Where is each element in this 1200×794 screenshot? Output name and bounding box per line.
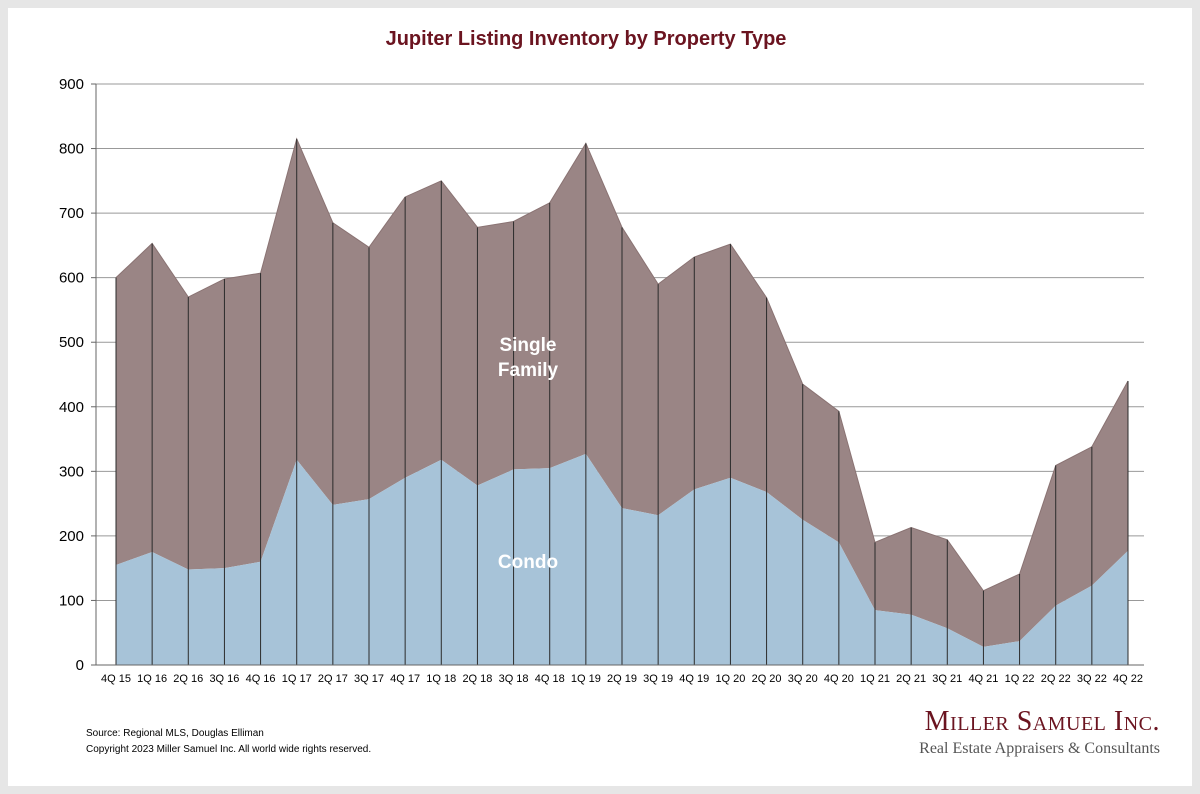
y-tick-label: 200	[59, 528, 84, 545]
x-tick-label: 2Q 16	[173, 673, 203, 685]
x-tick-label: 2Q 22	[1041, 673, 1071, 685]
x-tick-label: 4Q 21	[968, 673, 998, 685]
total-outline	[115, 137, 1129, 592]
axes	[91, 83, 1144, 666]
y-tick-label: 500	[59, 334, 84, 351]
x-tick-label: 3Q 22	[1077, 673, 1107, 685]
chart-title: Jupiter Listing Inventory by Property Ty…	[385, 28, 787, 50]
x-tick-label: 4Q 15	[101, 673, 131, 685]
x-tick-label: 1Q 16	[137, 673, 167, 685]
y-tick-label: 0	[76, 657, 84, 674]
brand-logo: Miller Samuel Inc. Real Estate Appraiser…	[919, 706, 1160, 758]
x-tick-label: 1Q 18	[426, 673, 456, 685]
x-tick-label: 3Q 19	[643, 673, 673, 685]
x-tick-label: 3Q 17	[354, 673, 384, 685]
y-tick-label: 600	[59, 270, 84, 287]
y-tick-label: 400	[59, 399, 84, 416]
x-tick-label: 3Q 21	[932, 673, 962, 685]
y-tick-label: 900	[59, 76, 84, 93]
brand-tagline: Real Estate Appraisers & Consultants	[919, 740, 1160, 757]
x-tick-label: 4Q 17	[390, 673, 420, 685]
series-label-condo: Condo	[498, 552, 558, 573]
x-tick-label: 2Q 20	[752, 673, 782, 685]
x-tick-label: 4Q 22	[1113, 673, 1143, 685]
x-tick-label: 3Q 18	[499, 673, 529, 685]
x-tick-label: 3Q 20	[788, 673, 818, 685]
x-tick-label: 1Q 19	[571, 673, 601, 685]
series-label-single-family-line2: Family	[498, 360, 559, 381]
x-tick-label: 1Q 22	[1005, 673, 1035, 685]
source-note: Source: Regional MLS, Douglas Elliman	[86, 728, 264, 739]
brand-name: Miller Samuel Inc.	[924, 706, 1160, 737]
x-tick-label: 1Q 17	[282, 673, 312, 685]
x-tick-label: 2Q 18	[462, 673, 492, 685]
x-tick-label: 3Q 16	[209, 673, 239, 685]
x-tick-label: 2Q 19	[607, 673, 637, 685]
x-tick-label: 1Q 21	[860, 673, 890, 685]
vertical-lines	[115, 138, 1129, 665]
x-tick-label: 1Q 20	[715, 673, 745, 685]
x-tick-label: 4Q 19	[679, 673, 709, 685]
area-labels: Single Family Condo	[498, 335, 559, 573]
x-tick-label: 4Q 20	[824, 673, 854, 685]
series-label-single-family-line1: Single	[499, 335, 556, 356]
y-tick-label: 800	[59, 141, 84, 158]
x-tick-label: 2Q 21	[896, 673, 926, 685]
y-tick-labels: 0 100 200 300 400 500 600 700 800 900	[59, 76, 84, 674]
x-tick-labels: 4Q 15 1Q 16 2Q 16 3Q 16 4Q 16 1Q 17 2Q 17 3Q 17…	[101, 673, 1143, 685]
y-tick-label: 100	[59, 592, 84, 609]
y-tick-label: 300	[59, 463, 84, 480]
y-tick-label: 700	[59, 205, 84, 222]
x-tick-label: 4Q 16	[246, 673, 276, 685]
x-tick-label: 2Q 17	[318, 673, 348, 685]
copyright-note: Copyright 2023 Miller Samuel Inc. All wo…	[86, 744, 372, 755]
x-tick-label: 4Q 18	[535, 673, 565, 685]
